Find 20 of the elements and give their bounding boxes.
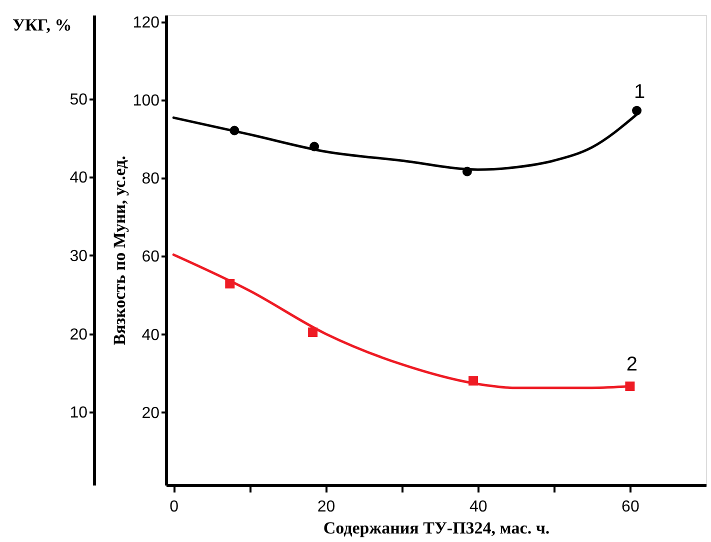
y-axis-title: Вязкость по Муни, ус.ед.	[110, 156, 129, 346]
y-tick-label: 120	[132, 14, 160, 32]
y2-axis-title: УКГ, %	[12, 16, 72, 34]
x-tick-label: 0	[170, 498, 179, 516]
x-tick-label: 40	[469, 498, 488, 516]
y2-tick-label: 50	[70, 91, 88, 108]
y-tick-label: 20	[142, 404, 160, 422]
y2-tick-label: 10	[70, 404, 88, 422]
series-label: 2	[626, 353, 638, 376]
y2-tick-label: 30	[70, 248, 88, 265]
y-tick-label: 60	[142, 248, 160, 266]
y2-tick-label: 20	[70, 326, 88, 344]
series-label: 1	[634, 80, 646, 103]
x-tick-label: 20	[317, 498, 336, 516]
y-tick-label: 40	[142, 326, 160, 344]
x-axis-title: Содержания ТУ-П324, мас. ч.	[323, 518, 550, 538]
x-tick-label: 60	[622, 498, 640, 516]
y-tick-label: 80	[142, 170, 160, 188]
y-tick-label: 100	[132, 92, 160, 110]
y2-tick-label: 40	[70, 170, 88, 187]
